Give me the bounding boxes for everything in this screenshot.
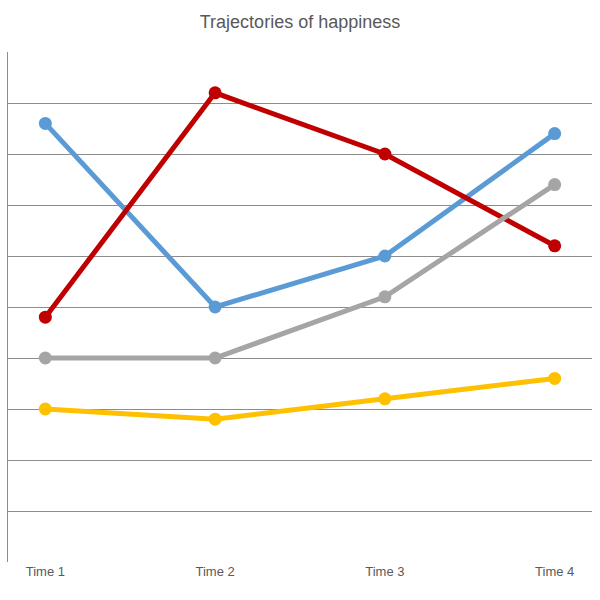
- svg-text:Time 1: Time 1: [26, 564, 65, 579]
- svg-text:Time 4: Time 4: [535, 564, 574, 579]
- svg-text:Time 3: Time 3: [365, 564, 404, 579]
- svg-text:Time 2: Time 2: [195, 564, 234, 579]
- svg-text:Trajectories of happiness: Trajectories of happiness: [200, 12, 400, 32]
